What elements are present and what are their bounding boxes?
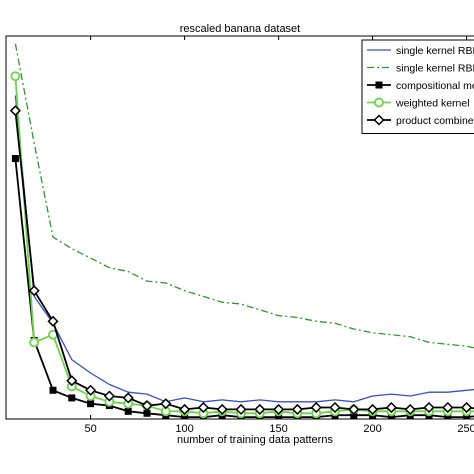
legend-entry: product combiner [367, 114, 474, 127]
data-point-diamond [197, 401, 209, 414]
data-point-square [11, 155, 19, 163]
data-point-diamond [385, 401, 397, 414]
data-point-diamond [291, 403, 303, 415]
data-point-diamond [310, 401, 322, 414]
legend-label: weighted kernel [395, 98, 470, 110]
data-point-square [124, 407, 132, 415]
data-point-diamond [9, 105, 21, 117]
legend-entry: weighted kernel [367, 98, 470, 110]
x-axis-label: number of training data patterns [177, 434, 333, 446]
legend-entry: compositional method [367, 80, 474, 92]
data-point-circle [10, 71, 21, 82]
data-point-diamond [216, 403, 228, 415]
data-point-diamond [273, 403, 285, 415]
data-point-diamond [66, 375, 78, 387]
data-point-diamond [141, 400, 153, 412]
legend-entry: single kernel RBF2 [367, 63, 474, 75]
data-point-circle [29, 337, 40, 348]
data-point-diamond [329, 401, 341, 414]
x-tick-label: 250 [457, 423, 474, 435]
series-product-combiner [9, 105, 474, 415]
legend-label: product combiner [396, 115, 474, 127]
data-point-circle [374, 97, 384, 108]
series-single-kernel-rbf2 [14, 43, 474, 349]
data-point-diamond [373, 114, 385, 126]
x-tick-label: 150 [269, 423, 287, 435]
series-single-kernel-rbf1 [14, 95, 474, 403]
data-point-diamond [235, 403, 247, 415]
data-point-diamond [179, 403, 191, 415]
data-point-diamond [348, 403, 360, 415]
data-point-square [87, 400, 95, 408]
series-line [14, 43, 474, 349]
data-point-diamond [254, 403, 266, 415]
x-axis-ticks: 50 100 150 200 250 [84, 36, 474, 435]
data-point-diamond [85, 384, 97, 396]
chart-title: rescaled banana dataset [180, 23, 300, 35]
data-point-diamond [461, 401, 473, 414]
data-point-diamond [28, 285, 40, 297]
legend-label: single kernel RBF2 [396, 63, 474, 75]
legend: single kernel RBF1 single kernel RBF2 comp… [361, 39, 474, 134]
data-point-diamond [47, 315, 59, 327]
data-point-diamond [160, 398, 172, 410]
x-tick-label: 100 [175, 423, 193, 435]
data-point-diamond [404, 403, 416, 415]
legend-entry: single kernel RBF1 [367, 45, 474, 57]
data-point-diamond [122, 392, 134, 404]
data-point-diamond [367, 403, 379, 415]
data-point-square [49, 386, 57, 394]
x-tick-label: 50 [84, 423, 96, 435]
data-point-square [68, 394, 76, 402]
data-point-diamond [103, 390, 115, 402]
data-point-diamond [442, 401, 454, 414]
data-point-square [375, 81, 383, 89]
series-line [14, 95, 474, 403]
x-tick-label: 200 [363, 423, 381, 435]
series-layer [9, 43, 474, 419]
legend-label: single kernel RBF1 [396, 45, 474, 57]
data-point-diamond [423, 401, 435, 414]
legend-label: compositional method [396, 80, 474, 92]
